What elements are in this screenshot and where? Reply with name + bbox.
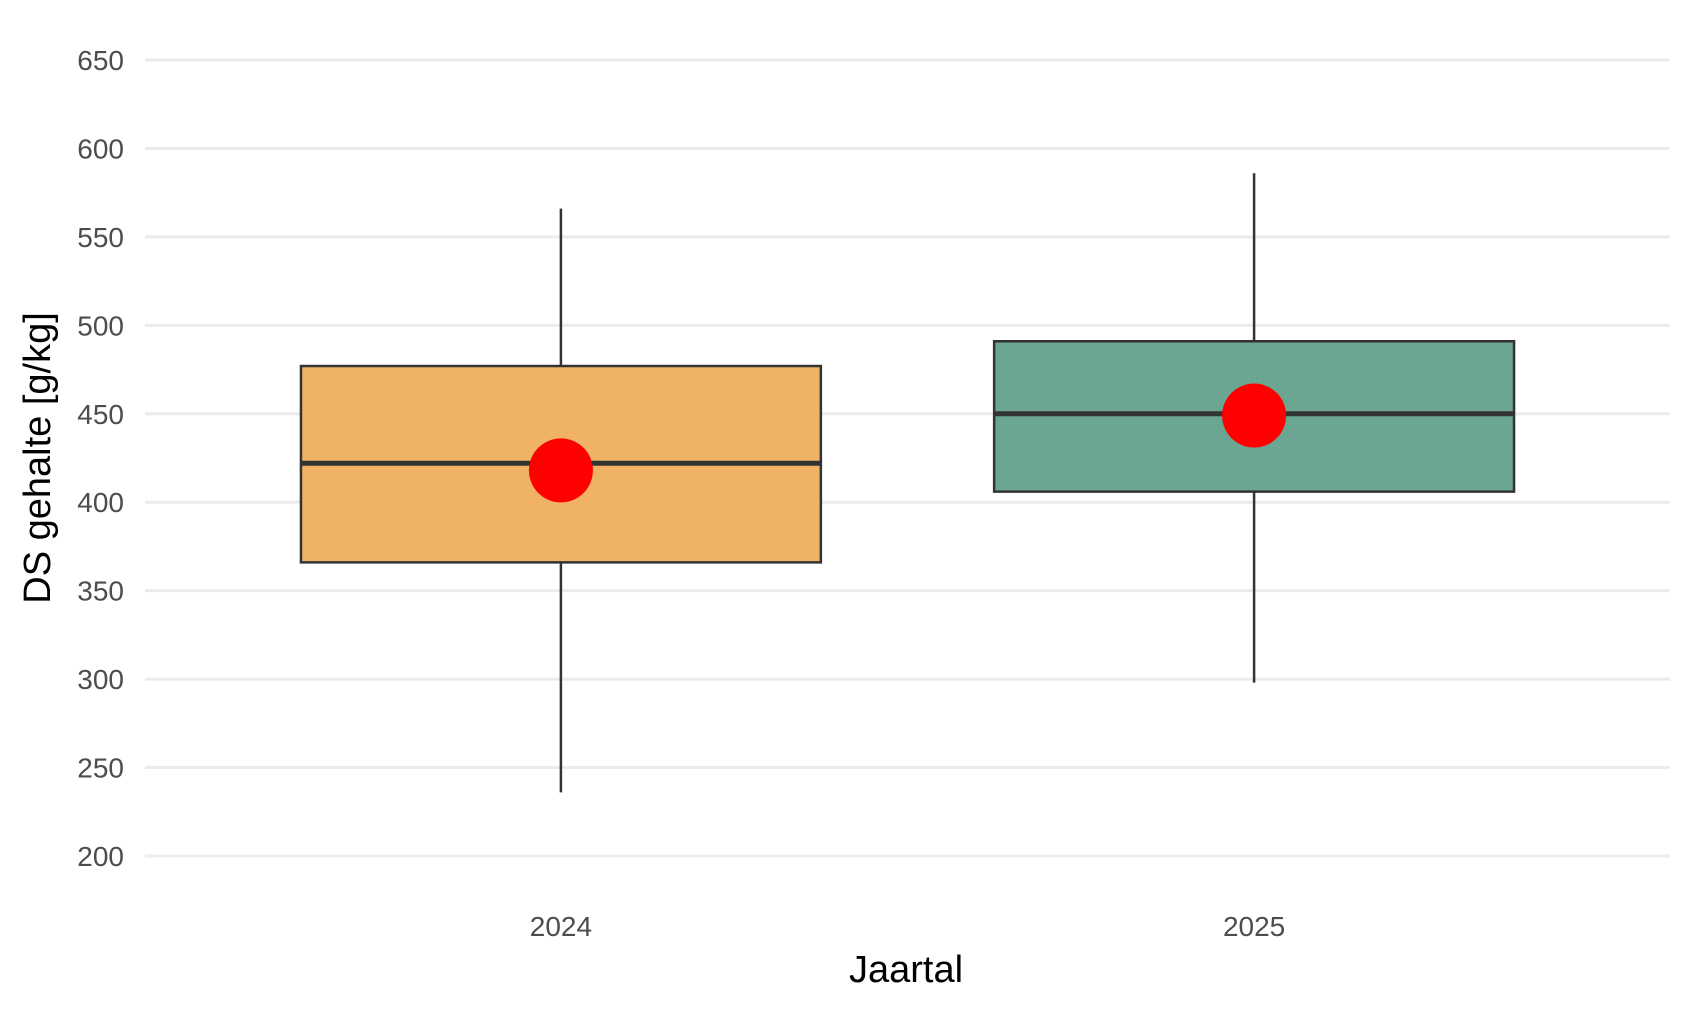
y-tick-label: 200 [77,841,124,872]
mean-point [528,438,593,503]
x-tick-label: 2025 [1223,911,1285,942]
y-tick-label: 300 [77,664,124,695]
y-tick-label: 250 [77,753,124,784]
y-tick-label: 400 [77,487,124,518]
y-tick-label: 650 [77,45,124,76]
y-tick-label: 550 [77,222,124,253]
box-2024 [299,208,823,793]
x-tick-labels: 2024 2025 [530,911,1285,942]
mean-point [1222,383,1287,448]
x-axis-title: Jaartal [849,949,963,991]
x-tick-label: 2024 [530,911,592,942]
y-tick-label: 500 [77,310,124,341]
boxes [299,173,1516,793]
y-tick-labels: 200 250 300 350 400 450 500 550 600 650 [77,45,124,872]
y-axis-title: DS gehalte [g/kg] [17,312,59,604]
y-tick-label: 600 [77,133,124,164]
box-2025 [992,173,1516,683]
y-tick-label: 450 [77,399,124,430]
y-tick-label: 350 [77,576,124,607]
